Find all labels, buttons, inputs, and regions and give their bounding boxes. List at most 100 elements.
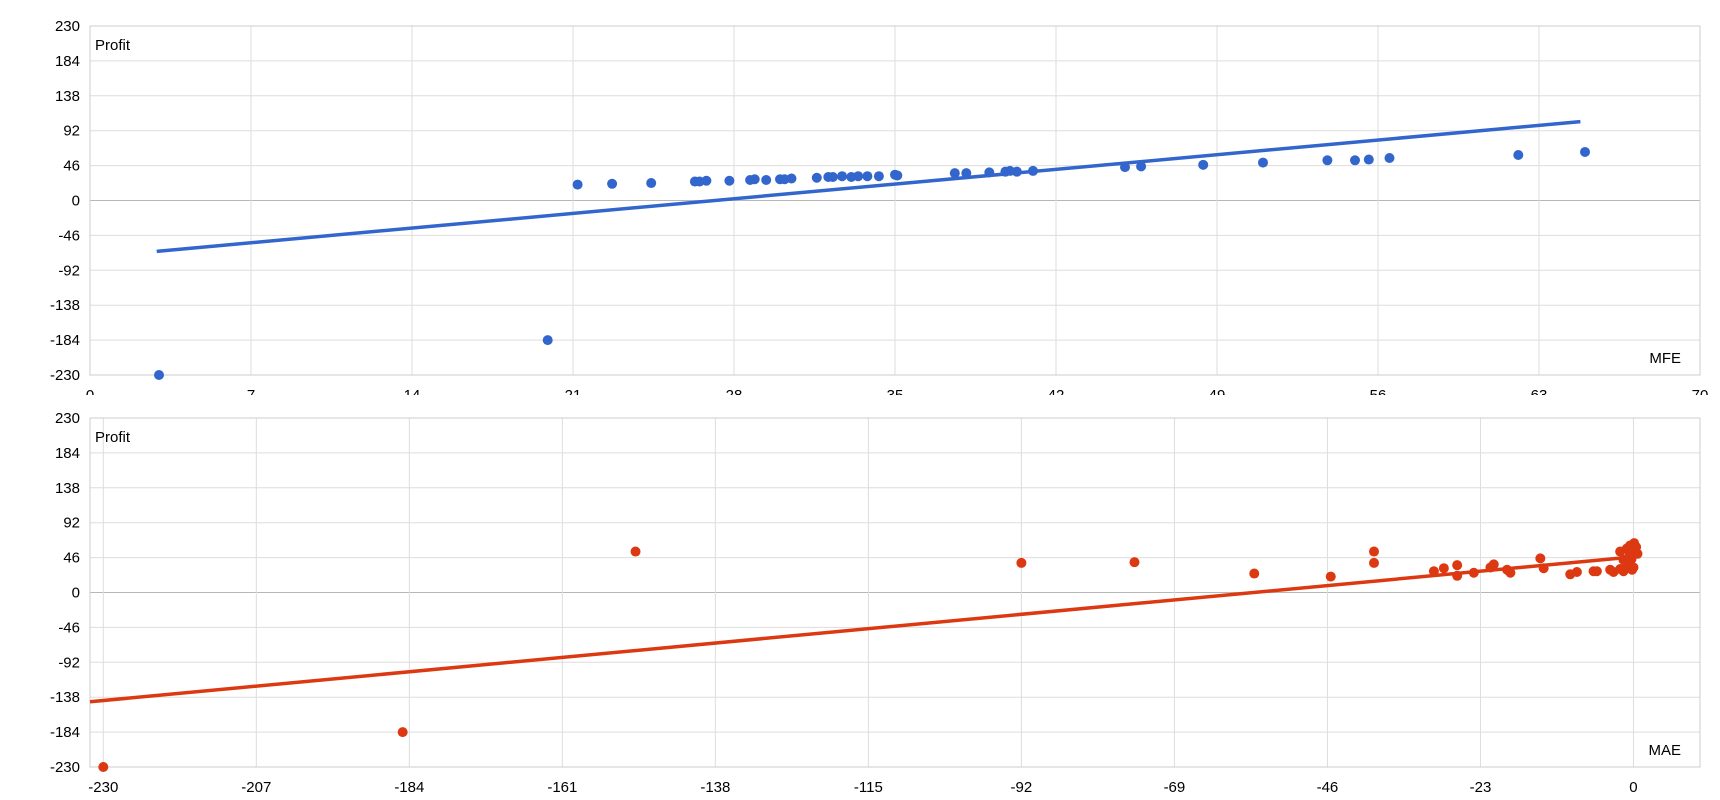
y-tick-label: -138 bbox=[50, 689, 80, 706]
x-tick-label: 28 bbox=[726, 387, 743, 395]
y-tick-label: 0 bbox=[72, 193, 80, 210]
data-point bbox=[827, 171, 838, 182]
data-point bbox=[98, 762, 109, 772]
y-tick-label: -46 bbox=[58, 619, 80, 636]
data-point bbox=[1628, 562, 1639, 573]
x-tick-label: 56 bbox=[1370, 387, 1387, 395]
x-tick-label: -69 bbox=[1164, 779, 1186, 796]
data-point bbox=[1538, 563, 1549, 574]
data-point bbox=[1350, 155, 1360, 166]
data-point bbox=[1452, 570, 1463, 581]
x-tick-label: -46 bbox=[1317, 779, 1339, 796]
data-point bbox=[397, 727, 408, 738]
y-tick-label: -230 bbox=[50, 367, 80, 384]
data-point bbox=[1249, 568, 1260, 579]
data-point bbox=[701, 175, 712, 186]
trendline bbox=[89, 555, 1634, 704]
data-point bbox=[761, 175, 772, 186]
data-point bbox=[1028, 165, 1038, 176]
y-tick-label: 0 bbox=[72, 585, 80, 602]
x-tick-label: -138 bbox=[700, 779, 730, 796]
y-axis-title: Profit bbox=[95, 429, 131, 446]
data-point bbox=[1488, 559, 1499, 570]
x-tick-label: 35 bbox=[887, 387, 904, 395]
data-point bbox=[1513, 149, 1524, 160]
x-tick-label: 0 bbox=[86, 387, 94, 395]
data-point bbox=[1591, 566, 1602, 577]
x-tick-label: -184 bbox=[394, 779, 424, 796]
data-point bbox=[1363, 154, 1374, 165]
data-point bbox=[786, 173, 797, 184]
data-point bbox=[837, 171, 848, 182]
data-point bbox=[1452, 560, 1463, 571]
data-point bbox=[961, 168, 972, 179]
y-tick-label: -46 bbox=[58, 227, 80, 244]
x-tick-label: 21 bbox=[565, 387, 582, 395]
data-point bbox=[1369, 557, 1380, 568]
data-point bbox=[1258, 157, 1268, 168]
plot-area-border bbox=[89, 417, 1701, 768]
data-point bbox=[572, 179, 583, 190]
y-tick-label: -138 bbox=[50, 297, 80, 314]
data-point bbox=[1438, 563, 1449, 574]
data-point bbox=[646, 178, 657, 189]
data-point bbox=[607, 178, 618, 189]
data-point bbox=[154, 370, 164, 380]
x-tick-label: -207 bbox=[241, 779, 271, 796]
x-tick-label: -92 bbox=[1011, 779, 1033, 796]
x-tick-label: -23 bbox=[1470, 779, 1492, 796]
y-tick-label: 92 bbox=[63, 515, 80, 532]
x-tick-label: -161 bbox=[547, 779, 577, 796]
x-tick-label: -115 bbox=[854, 779, 883, 796]
data-point bbox=[1571, 567, 1582, 578]
y-tick-label: -230 bbox=[50, 759, 80, 776]
data-point bbox=[1384, 153, 1395, 164]
data-point bbox=[749, 174, 760, 185]
y-tick-label: 184 bbox=[55, 53, 80, 70]
x-tick-label: 42 bbox=[1048, 387, 1065, 395]
y-tick-label: -184 bbox=[50, 724, 80, 741]
x-tick-label: 70 bbox=[1692, 387, 1709, 395]
y-tick-label: 46 bbox=[63, 158, 80, 175]
y-axis-title: Profit bbox=[95, 37, 131, 54]
y-tick-label: 184 bbox=[55, 445, 80, 462]
plot-area-border bbox=[89, 25, 1701, 376]
data-point bbox=[1369, 546, 1380, 557]
y-tick-label: 46 bbox=[63, 550, 80, 567]
data-point bbox=[1325, 571, 1336, 582]
data-point bbox=[1468, 567, 1479, 578]
x-tick-label: 49 bbox=[1209, 387, 1226, 395]
y-tick-label: 138 bbox=[55, 480, 80, 497]
gridlines bbox=[90, 417, 1700, 768]
y-tick-label: 138 bbox=[55, 88, 80, 105]
data-point bbox=[1136, 161, 1147, 172]
y-tick-label: 230 bbox=[55, 410, 80, 427]
data-point bbox=[724, 175, 735, 186]
x-tick-label: 0 bbox=[1629, 779, 1637, 796]
data-point bbox=[1322, 155, 1333, 166]
y-tick-label: 230 bbox=[55, 18, 80, 35]
data-point bbox=[630, 546, 641, 557]
data-point bbox=[1120, 162, 1130, 173]
mfe-profit-scatter-chart: Profit MFE 230 184 138 92 46 0 -46 -92 -138 -184 -… bbox=[50, 18, 1709, 395]
x-tick-label: 63 bbox=[1531, 387, 1548, 395]
data-point bbox=[1129, 557, 1140, 568]
data-point bbox=[811, 172, 822, 183]
data-point bbox=[862, 171, 873, 182]
data-point bbox=[1535, 553, 1546, 564]
data-point bbox=[873, 171, 884, 182]
data-point bbox=[1580, 146, 1590, 157]
data-point bbox=[892, 170, 903, 181]
data-point bbox=[1428, 566, 1439, 577]
y-tick-label: 92 bbox=[63, 123, 80, 140]
mae-profit-scatter-chart: Profit MAE 230 184 138 92 46 0 -46 -92 -138 -184 -… bbox=[50, 410, 1701, 796]
y-tick-label: -184 bbox=[50, 332, 80, 349]
x-tick-label: -230 bbox=[88, 779, 118, 796]
data-point bbox=[1198, 159, 1209, 170]
data-point bbox=[949, 168, 960, 179]
x-axis-title: MFE bbox=[1649, 350, 1681, 367]
x-tick-label: 7 bbox=[247, 387, 255, 395]
data-point bbox=[1011, 166, 1022, 177]
gridlines bbox=[89, 25, 1701, 376]
